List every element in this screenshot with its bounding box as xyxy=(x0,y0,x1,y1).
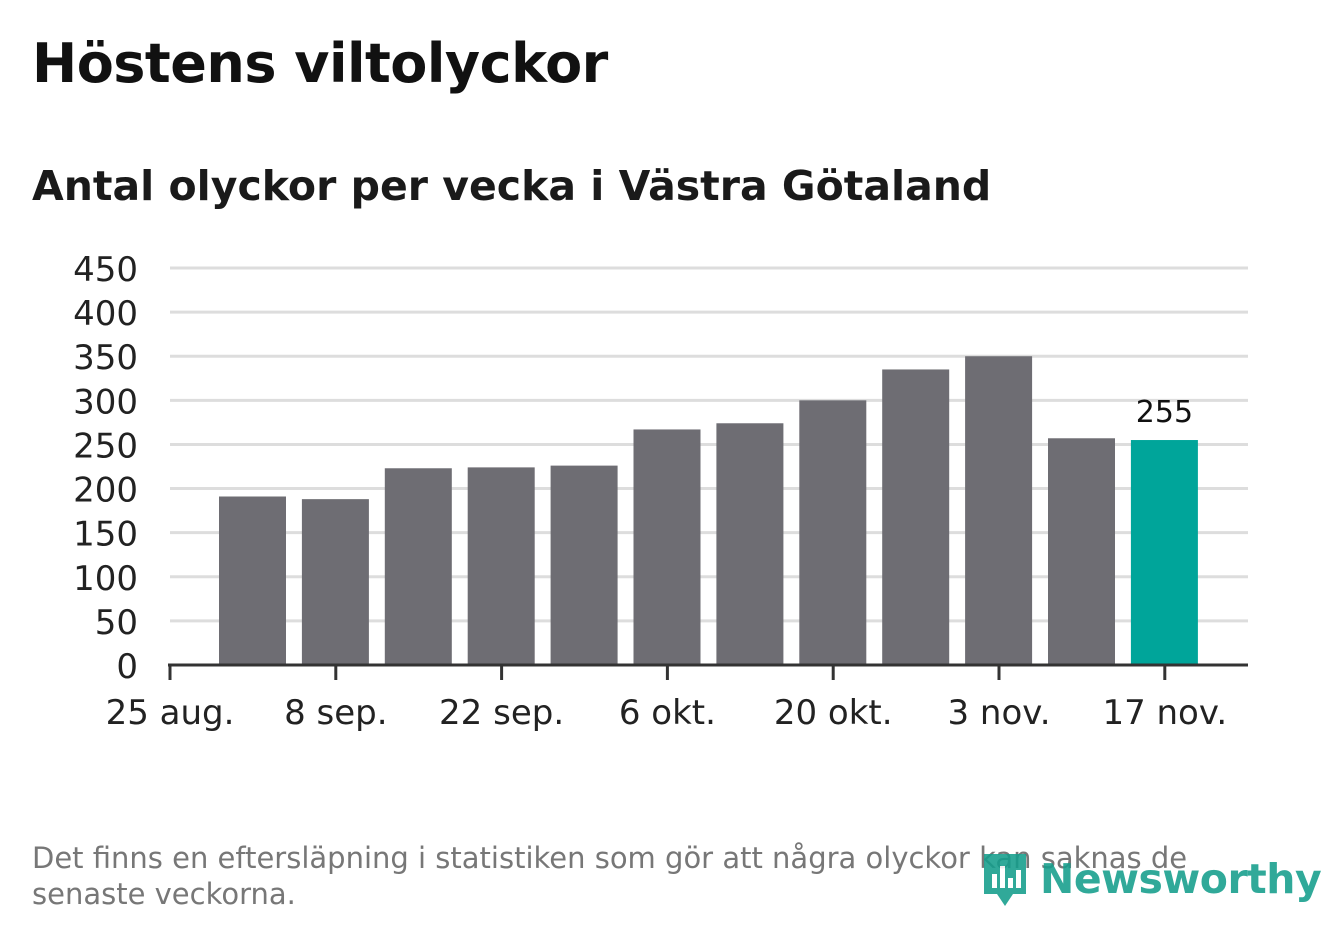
x-tick-label: 20 okt. xyxy=(774,693,893,733)
y-tick-label: 200 xyxy=(73,471,138,511)
chart-title: Höstens viltolyckor xyxy=(32,32,608,95)
bar xyxy=(467,467,535,665)
y-tick-label: 400 xyxy=(73,294,138,334)
y-tick-label: 150 xyxy=(73,515,138,555)
x-tick-label: 6 okt. xyxy=(619,693,716,733)
x-tick-label: 22 sep. xyxy=(439,693,564,733)
bar xyxy=(219,496,286,665)
bar xyxy=(1048,438,1115,665)
y-tick-label: 350 xyxy=(73,338,138,378)
data-label: 255 xyxy=(1136,395,1193,430)
newsworthy-logo-icon xyxy=(984,854,1026,906)
bar xyxy=(550,465,618,665)
chart-subtitle: Antal olyckor per vecka i Västra Götalan… xyxy=(32,162,992,210)
bar xyxy=(633,429,701,665)
x-tick-label: 3 nov. xyxy=(947,693,1050,733)
y-tick-label: 50 xyxy=(95,603,138,643)
y-tick-label: 250 xyxy=(73,426,138,466)
y-tick-label: 300 xyxy=(73,382,138,422)
bar-highlight xyxy=(1130,440,1198,665)
x-tick-label: 8 sep. xyxy=(284,693,387,733)
y-tick-label: 450 xyxy=(73,250,138,290)
x-tick-label: 17 nov. xyxy=(1102,693,1227,733)
bar xyxy=(799,400,867,665)
y-tick-label: 100 xyxy=(73,559,138,599)
newsworthy-logo: Newsworthy xyxy=(980,848,1322,910)
bar xyxy=(965,356,1033,665)
bar xyxy=(301,499,369,665)
bar xyxy=(716,423,784,665)
y-tick-label: 0 xyxy=(116,647,138,687)
logo-text: Newsworthy xyxy=(1040,855,1322,903)
bar xyxy=(384,468,452,665)
bar xyxy=(882,369,950,665)
x-tick-label: 25 aug. xyxy=(106,693,235,733)
